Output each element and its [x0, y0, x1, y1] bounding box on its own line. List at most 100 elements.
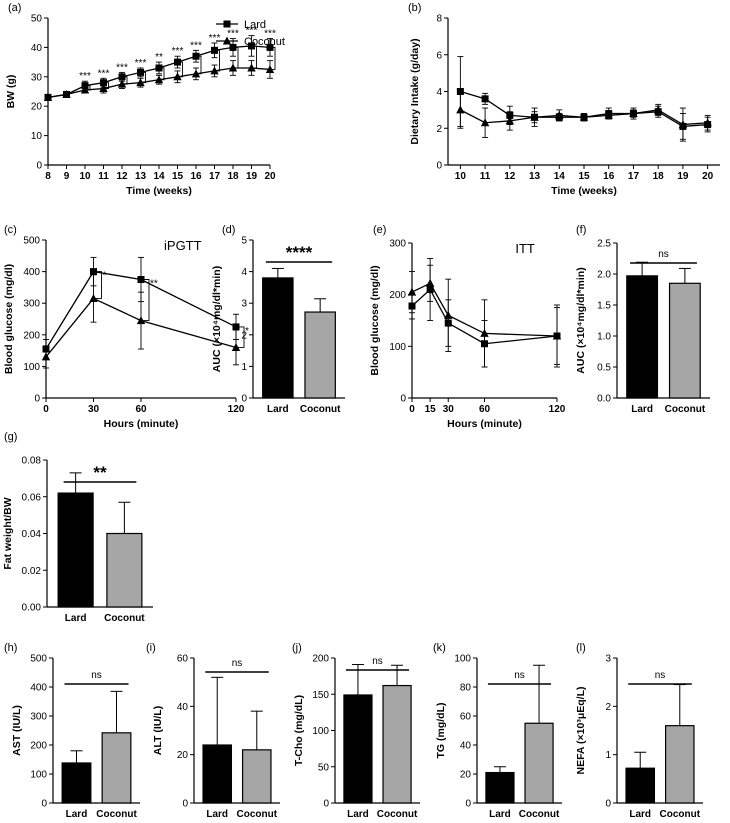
y-axis-label: T-Cho (mg/dL): [293, 695, 305, 766]
x-tick-label: 16: [190, 171, 202, 182]
bar-coconut: [524, 722, 554, 804]
y-tick-label: 200: [389, 290, 406, 301]
panel-e: (e) 0 100 200 300 Blood glucose (mg/dl) 0 15 30 6…: [369, 224, 566, 430]
y-tick-label: 500: [30, 654, 47, 665]
x-tick-label: 30: [88, 404, 100, 415]
data-point-square: [90, 268, 97, 276]
x-tick-label: Lard: [267, 404, 289, 415]
bar-lard: [262, 277, 294, 399]
y-tick-label: 40: [177, 702, 189, 713]
y-axis-label: BW (g): [5, 75, 17, 109]
y-axis-label: TG (mg/dL): [435, 703, 447, 759]
significance-label: ***: [98, 68, 110, 79]
x-tick-label: 19: [677, 171, 689, 182]
y-tick-label: 0.00: [22, 603, 42, 614]
x-tick-label: 11: [98, 171, 109, 182]
data-point-triangle: [228, 63, 238, 72]
y-tick-label: 0: [323, 799, 329, 810]
x-tick-label: 15: [578, 171, 590, 182]
y-tick-label: 40: [31, 43, 43, 54]
data-point-triangle: [41, 352, 51, 361]
x-tick-label: 11: [480, 171, 491, 182]
significance-label: ***: [209, 33, 221, 44]
significance-bracket: [105, 82, 109, 90]
significance-label: ns: [372, 656, 383, 667]
panel-label: (l): [576, 642, 586, 654]
significance-label: ns: [514, 670, 525, 681]
x-tick-label: Coconut: [377, 809, 418, 820]
data-point-square: [456, 88, 464, 95]
y-tick-label: 0.02: [22, 566, 42, 577]
x-tick-label: 0: [43, 404, 49, 415]
y-tick-label: 100: [30, 770, 47, 781]
y-tick-label: 300: [23, 299, 40, 310]
data-point-triangle: [629, 109, 638, 118]
data-point-triangle: [555, 110, 564, 119]
y-tick-label: 0: [182, 799, 188, 810]
data-point-square: [232, 323, 240, 331]
bar-lard: [626, 275, 659, 399]
data-point-triangle: [136, 78, 145, 87]
significance-label: ***: [135, 58, 147, 69]
bar-coconut: [101, 732, 132, 804]
y-tick-label: 0: [41, 799, 47, 810]
y-axis-label: NEFA (×10³μEq/L): [575, 686, 587, 774]
significance-label: ***: [172, 46, 184, 57]
y-tick-label: 200: [23, 330, 40, 341]
data-point-triangle: [505, 116, 515, 125]
x-tick-label: 15: [425, 404, 437, 415]
data-point-triangle: [678, 120, 688, 129]
data-point-triangle: [552, 331, 562, 340]
x-tick-label: 19: [246, 171, 258, 182]
y-tick-label: 0: [400, 394, 406, 405]
legend-label: Coconut: [244, 36, 285, 48]
data-point-square: [118, 73, 126, 81]
panel-label: (e): [373, 224, 386, 236]
y-tick-label: 100: [389, 342, 406, 353]
y-tick-label: 1: [605, 750, 611, 761]
series-line-lard: [45, 270, 237, 350]
significance-label: ***: [264, 29, 276, 40]
y-tick-label: 20: [460, 770, 472, 781]
bar-lard: [343, 694, 373, 804]
panel-l: (l) 0 1 2 3 NEFA (×10³μEq/L) Lard Coconut ns: [575, 642, 703, 820]
significance-bracket: [95, 271, 102, 299]
data-point-square: [248, 42, 255, 50]
y-tick-label: 2.0: [597, 270, 611, 281]
y-axis-label: AUC (×10⁴mg/dl*min): [575, 267, 587, 373]
y-tick-label: 150: [312, 690, 329, 701]
data-point-triangle: [210, 66, 219, 75]
panel-label: (a): [8, 2, 21, 14]
x-tick-label: Coconut: [519, 809, 560, 820]
significance-label: **: [93, 463, 107, 482]
x-axis-label: Time (weeks): [126, 185, 192, 197]
data-point-square: [137, 276, 145, 283]
data-point-square: [174, 58, 181, 66]
panel-label: (i): [146, 642, 156, 654]
x-tick-label: Coconut: [104, 613, 145, 624]
y-axis-label: Blood glucose (mg/dl): [369, 265, 381, 375]
data-point-square: [481, 95, 489, 103]
x-tick-label: Coconut: [300, 404, 341, 415]
x-tick-label: 17: [628, 171, 640, 182]
y-tick-label: 20: [31, 102, 43, 113]
bar-coconut: [106, 532, 143, 608]
panel-label: (d): [222, 224, 235, 236]
significance-bracket: [143, 279, 150, 322]
y-tick-label: 200: [312, 654, 329, 665]
y-tick-label: 2: [605, 702, 611, 713]
data-point-triangle: [222, 36, 232, 45]
bar-lard: [61, 762, 92, 804]
significance-bracket: [179, 61, 183, 78]
y-tick-label: 0: [436, 161, 442, 172]
y-tick-label: 0: [605, 799, 611, 810]
x-tick-label: 13: [135, 171, 147, 182]
y-tick-label: 4: [241, 267, 247, 278]
y-tick-label: 0.06: [22, 492, 42, 503]
bar-coconut: [382, 684, 412, 804]
data-point-square: [481, 340, 488, 348]
data-point-square: [155, 64, 163, 72]
significance-label: ns: [232, 658, 243, 669]
data-point-triangle: [425, 278, 435, 287]
x-tick-label: Lard: [631, 404, 653, 415]
